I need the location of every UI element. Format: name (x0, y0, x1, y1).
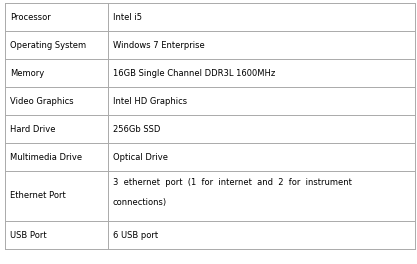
Text: Optical Drive: Optical Drive (113, 153, 168, 162)
Text: Memory: Memory (10, 68, 44, 78)
Text: Operating System: Operating System (10, 40, 86, 50)
Text: USB Port: USB Port (10, 230, 47, 239)
Text: 16GB Single Channel DDR3L 1600MHz: 16GB Single Channel DDR3L 1600MHz (113, 68, 275, 78)
Text: Processor: Processor (10, 12, 51, 21)
Text: Intel i5: Intel i5 (113, 12, 142, 21)
Text: 256Gb SSD: 256Gb SSD (113, 125, 161, 134)
Text: Ethernet Port: Ethernet Port (10, 191, 66, 200)
Text: 6 USB port: 6 USB port (113, 230, 158, 239)
Text: Multimedia Drive: Multimedia Drive (10, 153, 82, 162)
Text: Windows 7 Enterprise: Windows 7 Enterprise (113, 40, 205, 50)
Text: Video Graphics: Video Graphics (10, 97, 74, 106)
Text: Hard Drive: Hard Drive (10, 125, 55, 134)
Text: 3  ethernet  port  (1  for  internet  and  2  for  instrument
connections): 3 ethernet port (1 for internet and 2 fo… (113, 178, 352, 206)
Text: Intel HD Graphics: Intel HD Graphics (113, 97, 187, 106)
